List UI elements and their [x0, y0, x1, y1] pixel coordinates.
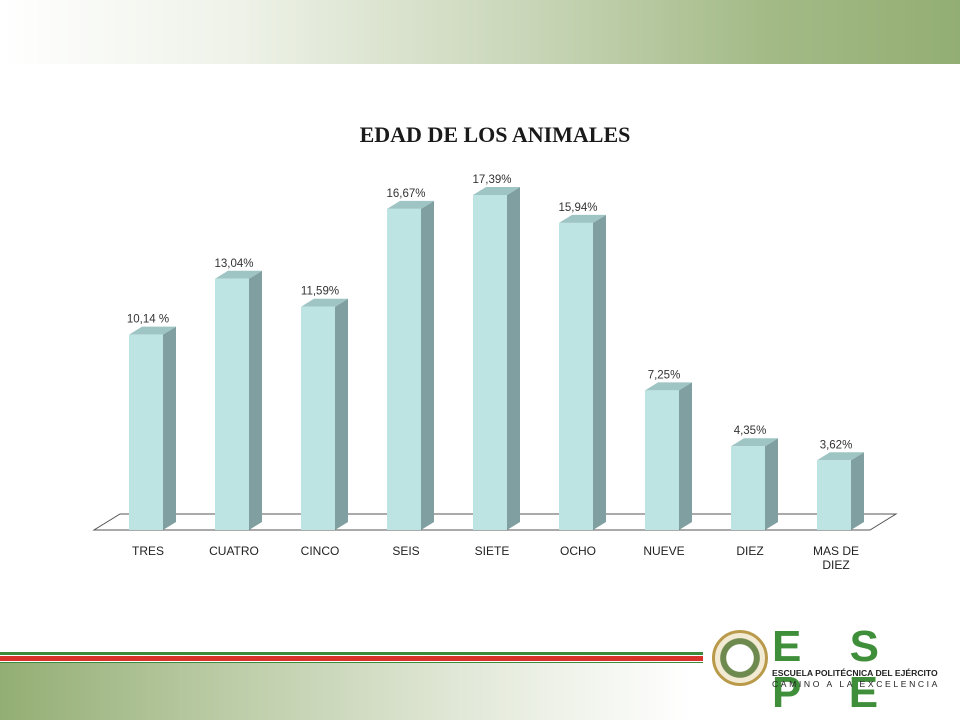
category-tick-label: CUATRO — [209, 544, 259, 558]
data-label: 10,14 % — [127, 314, 169, 326]
espe-logo-motto: CAMINO A LA EXCELENCIA — [772, 679, 941, 689]
bar — [559, 214, 606, 530]
bar-side — [163, 326, 176, 530]
bar-front — [731, 446, 765, 530]
data-label: 15,94% — [558, 202, 597, 214]
bar — [301, 298, 348, 530]
bar-side — [507, 187, 520, 530]
bar-side — [335, 298, 348, 530]
data-label: 4,35% — [734, 425, 767, 437]
footer-rule-red — [0, 656, 703, 661]
bar-front — [387, 208, 421, 530]
chart-title: EDAD DE LOS ANIMALES — [359, 122, 631, 147]
bar-front — [817, 460, 851, 530]
data-label-group: 10,14 % 13,04% 11,59% 16,67% 17,39% 15,94% 7,2… — [127, 174, 852, 451]
bar-top — [301, 298, 348, 307]
bar-side — [765, 438, 778, 530]
category-tick-label: OCHO — [560, 544, 596, 558]
bar-top — [817, 452, 864, 461]
category-tick-label: TRES — [132, 544, 164, 558]
header-gradient-band — [0, 0, 960, 64]
bar — [731, 438, 778, 530]
data-label: 11,59% — [301, 286, 339, 298]
espe-logo-text: E S P E — [772, 622, 897, 717]
bar-group — [129, 187, 864, 530]
category-tick-label: SEIS — [392, 544, 419, 558]
espe-logo: E S P E ESCUELA POLITÉCNICA DEL EJÉRCITO… — [708, 624, 946, 716]
bar — [645, 382, 692, 530]
bar-side — [593, 214, 606, 530]
espe-seal-icon — [712, 630, 768, 686]
bar-front — [129, 334, 163, 530]
category-tick-label: DIEZ — [736, 544, 763, 558]
bar-top — [215, 270, 262, 279]
chart-floor — [92, 513, 898, 531]
bar-top — [129, 326, 176, 335]
bar-side — [249, 270, 262, 530]
bar-front — [473, 195, 507, 530]
bar-front — [301, 306, 335, 530]
bar-side — [679, 382, 692, 530]
category-tick-label: SIETE — [475, 544, 510, 558]
bar-front — [215, 278, 249, 530]
bar — [129, 326, 176, 530]
data-label: 7,25% — [648, 369, 681, 381]
bar-top — [731, 438, 778, 447]
data-label: 13,04% — [214, 258, 253, 270]
bar-top — [387, 200, 434, 209]
category-tick-label: CINCO — [301, 544, 340, 558]
category-tick-label: MAS DE DIEZ — [813, 544, 859, 572]
bar-top — [559, 214, 606, 223]
data-label: 17,39% — [472, 174, 511, 186]
category-tick-label: NUEVE — [643, 544, 684, 558]
bar-top — [645, 382, 692, 391]
bar — [817, 452, 864, 530]
footer-gradient-band — [0, 663, 960, 720]
bar-top — [473, 187, 520, 195]
bar-front — [559, 222, 593, 530]
espe-logo-subtitle: ESCUELA POLITÉCNICA DEL EJÉRCITO — [772, 668, 938, 678]
bar-side — [421, 200, 434, 530]
bar-front — [645, 390, 679, 530]
footer-rule-green-top — [0, 652, 703, 655]
data-label: 16,67% — [386, 188, 425, 200]
bar — [387, 200, 434, 530]
category-tick-group: TRES CUATRO CINCO SEIS SIETE OCHO NUEVE DIEZ MAS… — [132, 544, 859, 572]
bar-side — [851, 452, 864, 530]
bar — [473, 187, 520, 530]
data-label: 3,62% — [820, 439, 853, 451]
bar — [215, 270, 262, 530]
